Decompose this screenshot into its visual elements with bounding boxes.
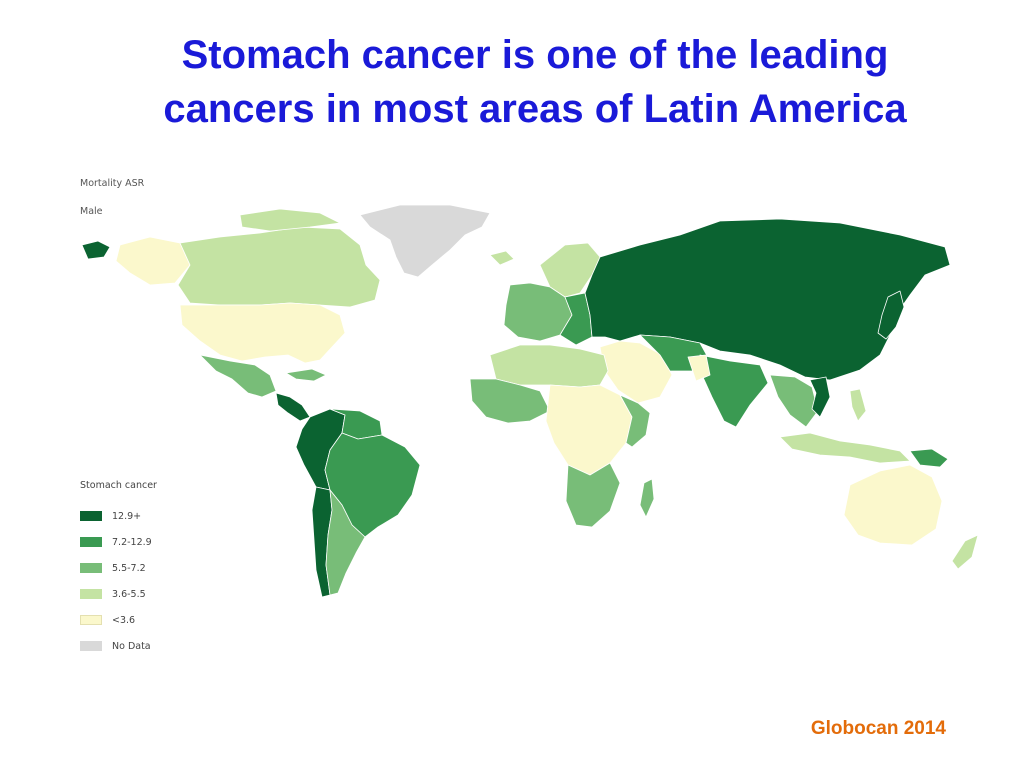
legend-label-5: <3.6 — [112, 614, 136, 626]
central-america — [275, 392, 311, 422]
papua-new-guinea — [909, 448, 949, 468]
madagascar — [639, 478, 655, 518]
legend-item-5: <3.6 — [80, 607, 157, 633]
australia — [843, 464, 943, 546]
legend-swatch-5 — [80, 615, 102, 625]
mexico — [199, 354, 277, 398]
legend-item-3: 5.5-7.2 — [80, 555, 157, 581]
north-africa — [489, 344, 609, 388]
middle-east — [599, 340, 673, 404]
legend-swatch-1 — [80, 511, 102, 521]
india — [699, 354, 769, 428]
legend-swatch-2 — [80, 537, 102, 547]
source-citation: Globocan 2014 — [810, 718, 946, 739]
legend-swatch-6 — [80, 641, 102, 651]
legend-label-3: 5.5-7.2 — [112, 562, 146, 574]
legend-label-1: 12.9+ — [112, 510, 142, 522]
southeast-asia — [769, 374, 819, 428]
argentina — [325, 489, 366, 596]
philippines — [849, 388, 867, 422]
title-line-2: cancers in most areas of Latin America — [163, 87, 907, 131]
iceland — [489, 250, 515, 266]
legend-item-6: No Data — [80, 633, 157, 659]
pakistan — [687, 354, 711, 382]
legend-label-6: No Data — [112, 640, 151, 652]
central-africa — [545, 384, 633, 476]
legend-title: Stomach cancer — [80, 480, 157, 491]
title-line-1: Stomach cancer is one of the leading — [181, 33, 889, 77]
caribbean — [285, 368, 327, 382]
east-africa — [619, 394, 651, 448]
alaska-tip — [81, 240, 111, 260]
canada — [177, 226, 381, 308]
metric-label: Mortality ASR — [80, 178, 145, 189]
slide-title: Stomach cancer is one of the leading can… — [60, 28, 1010, 136]
russia-china — [584, 218, 951, 381]
west-africa — [469, 378, 551, 424]
legend-item-1: 12.9+ — [80, 503, 157, 529]
usa — [179, 302, 346, 364]
vietnam — [809, 376, 831, 418]
legend-item-4: 3.6-5.5 — [80, 581, 157, 607]
legend-item-2: 7.2-12.9 — [80, 529, 157, 555]
map-meta: Mortality ASR Male — [80, 178, 144, 234]
map-legend: Stomach cancer 12.9+ 7.2-12.9 5.5-7.2 3.… — [80, 480, 157, 659]
legend-swatch-4 — [80, 589, 102, 599]
southern-africa — [565, 462, 621, 528]
legend-label-4: 3.6-5.5 — [112, 588, 146, 600]
brazil — [324, 432, 421, 538]
canada-islands — [239, 208, 341, 232]
greenland — [359, 204, 491, 278]
world-map — [81, 204, 979, 598]
sex-label: Male — [80, 206, 103, 217]
indonesia — [779, 432, 911, 464]
new-zealand — [951, 534, 979, 570]
legend-label-2: 7.2-12.9 — [112, 536, 152, 548]
legend-swatch-3 — [80, 563, 102, 573]
japan — [877, 290, 905, 340]
alaska — [115, 236, 191, 286]
